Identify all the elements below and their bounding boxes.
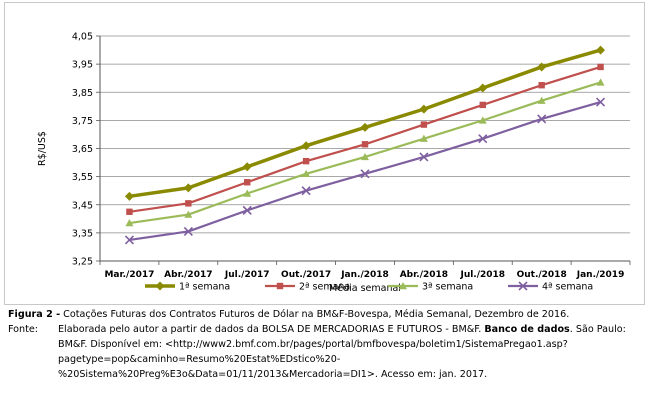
data-point — [125, 219, 134, 227]
data-point — [478, 134, 488, 144]
x-axis-title: Média semanal — [329, 283, 401, 294]
source-text-2: . São Paulo: BM&F. Disponível em: <http:… — [58, 324, 626, 380]
source-note: Fonte: Elaborada pelo autor a partir de … — [8, 322, 640, 382]
data-point — [361, 141, 369, 148]
series-line-4 — [129, 101, 601, 241]
data-point — [596, 45, 606, 55]
series-line-2 — [129, 65, 601, 213]
data-point — [537, 96, 546, 104]
source-text-1: Elaborada pelo autor a partir de dados d… — [58, 324, 485, 335]
legend-label: 4ª semana — [542, 282, 593, 293]
x-tick-label: Jul./2017 — [224, 270, 270, 280]
data-point — [301, 186, 311, 196]
legend-label: 2ª semana — [299, 282, 350, 293]
x-tick-label: Out./2018 — [517, 270, 567, 280]
data-point — [243, 189, 252, 197]
y-tick-label: 3,65 — [72, 144, 93, 155]
data-point — [183, 183, 193, 193]
data-point — [361, 152, 369, 161]
figure-label: Figura 2 - — [8, 309, 61, 320]
y-tick-label: 3,55 — [72, 172, 93, 183]
figure-caption: Figura 2 - Cotações Futuras dos Contrato… — [8, 307, 569, 322]
y-axis-title: R$/US$ — [37, 131, 48, 166]
data-point — [518, 281, 528, 291]
data-point — [537, 114, 547, 124]
data-point — [419, 104, 429, 114]
x-tick-label: Mar./2017 — [104, 270, 154, 280]
data-point — [597, 63, 604, 71]
y-tick-label: 3,95 — [72, 60, 93, 71]
x-tick-label: Abr./2017 — [164, 270, 212, 280]
data-point — [360, 122, 370, 132]
source-label: Fonte: — [8, 324, 39, 335]
data-point — [302, 169, 311, 178]
line-chart: 3,25 3,35 3,45 3,55 3,65 3,75 3,85 3,95 4,05 Mar.… — [37, 32, 631, 294]
data-point — [302, 157, 310, 165]
data-point — [419, 152, 429, 162]
data-point — [419, 134, 428, 142]
data-point — [184, 210, 193, 218]
data-point — [126, 208, 133, 215]
y-tick-label: 3,85 — [72, 88, 93, 99]
figure-text: Cotações Futuras dos Contratos Futuros d… — [60, 309, 570, 320]
data-point — [242, 162, 252, 172]
legend-label: 1ª semana — [179, 282, 230, 293]
data-point — [242, 205, 252, 215]
data-point — [478, 116, 487, 124]
y-tick-label: 3,35 — [72, 228, 93, 239]
data-point — [276, 282, 284, 290]
y-tick-label: 3,75 — [72, 116, 93, 127]
series-line-3 — [129, 81, 601, 225]
source-bold: Banco de dados — [484, 324, 570, 335]
data-point — [538, 82, 545, 89]
data-point — [124, 235, 135, 245]
data-point — [124, 191, 134, 201]
data-point — [479, 101, 486, 109]
data-point — [420, 121, 428, 128]
x-tick-label: Jul./2018 — [459, 270, 505, 280]
data-point — [399, 282, 407, 290]
y-tick-label: 3,45 — [72, 200, 93, 211]
data-point — [596, 78, 605, 86]
y-tick-label: 3,25 — [72, 257, 93, 268]
data-point — [244, 179, 251, 186]
data-point — [155, 281, 165, 291]
source-text: Elaborada pelo autor a partir de dados d… — [58, 322, 640, 382]
data-point — [360, 169, 370, 179]
data-point — [301, 141, 311, 151]
data-point — [183, 226, 193, 237]
data-point — [478, 83, 488, 93]
y-tick-label: 4,05 — [72, 32, 93, 43]
x-tick-label: Jan./2019 — [576, 270, 625, 280]
chart-frame: 3,25 3,35 3,45 3,55 3,65 3,75 3,85 3,95 4,05 Mar.… — [4, 2, 645, 305]
data-point — [595, 97, 606, 107]
data-point — [537, 62, 547, 72]
x-tick-label: Jan./2018 — [340, 270, 389, 280]
x-tick-label: Out./2017 — [281, 270, 331, 280]
data-point — [185, 200, 192, 207]
legend-label: 3ª semana — [422, 282, 473, 293]
x-tick-label: Abr./2018 — [400, 270, 448, 280]
